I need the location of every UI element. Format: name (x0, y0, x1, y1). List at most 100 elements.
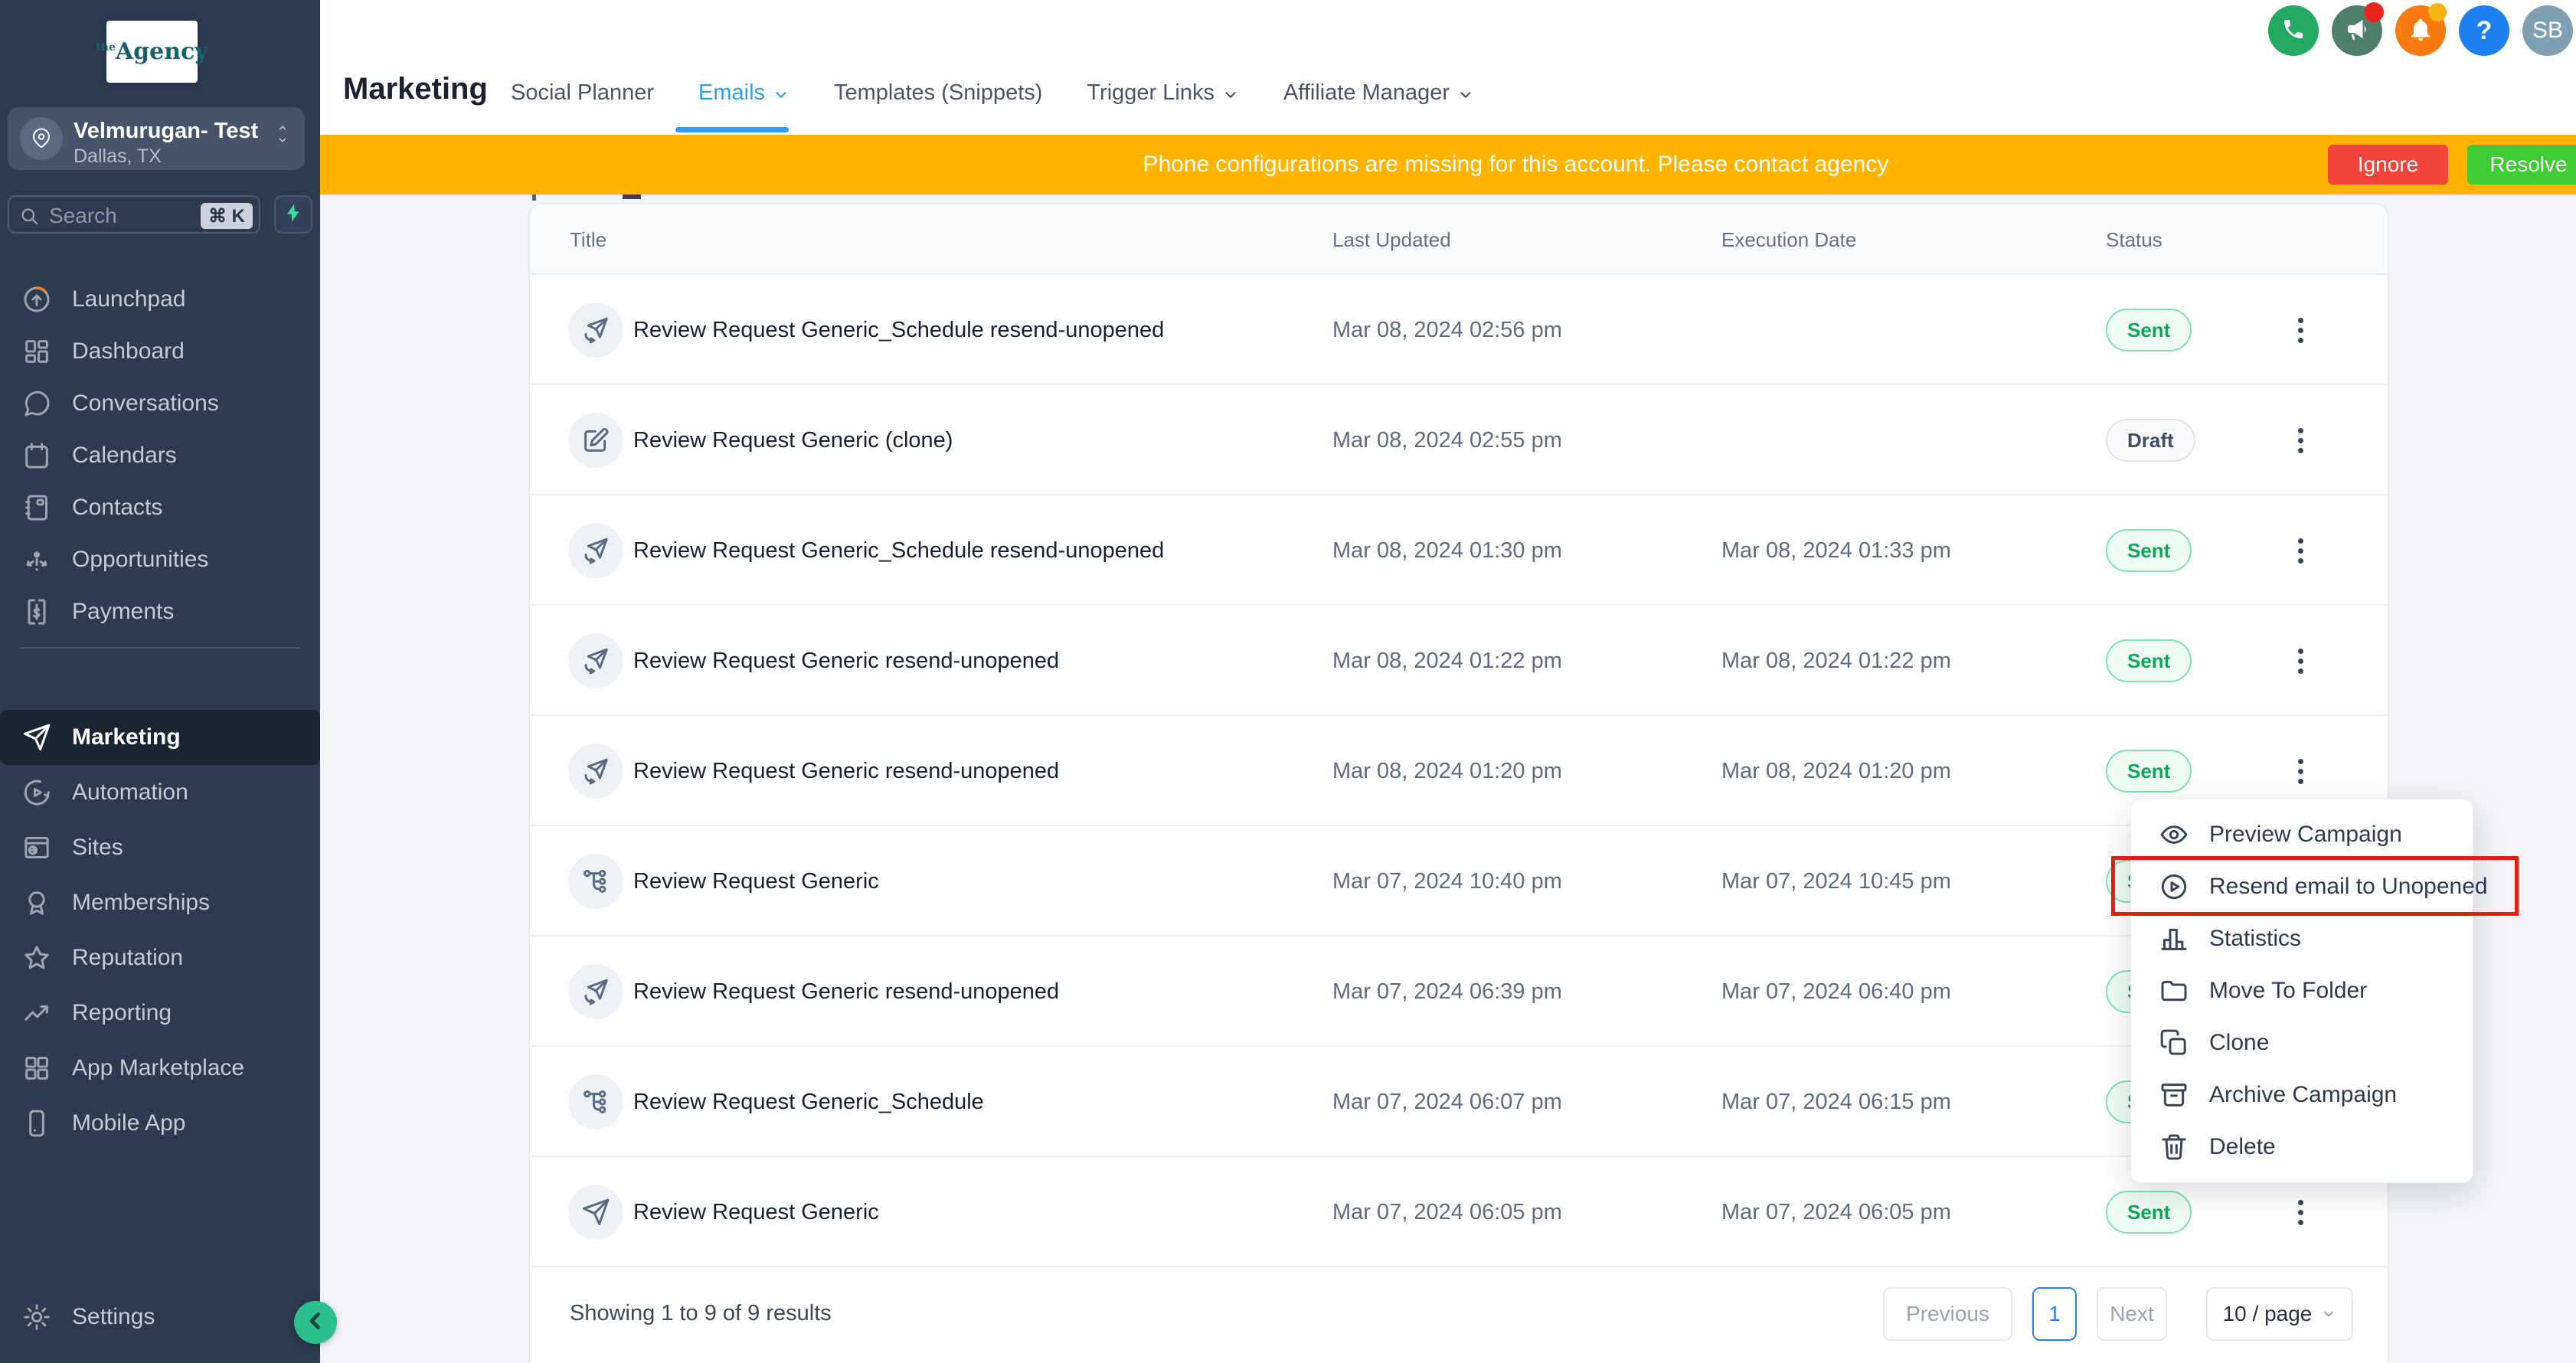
table-row[interactable]: Review Request Generic_Schedule resend-u… (530, 495, 2388, 606)
lightning-icon (283, 202, 304, 227)
row-actions-kebab-icon[interactable] (2282, 1192, 2319, 1232)
topbar: Marketing Social Planner Emails Template… (320, 0, 2576, 135)
menu-item-delete[interactable]: Delete (2131, 1121, 2473, 1173)
agency-logo-text: theAgency (96, 38, 208, 65)
sidebar-menu-main: Marketing Automation Sites Memberships R… (0, 710, 320, 1151)
contacts-icon (21, 492, 52, 523)
search-shortcut-badge: ⌘ K (201, 203, 253, 229)
sidebar-item-sites[interactable]: Sites (0, 820, 320, 875)
bell-icon (2407, 15, 2434, 47)
tab-affiliate-manager[interactable]: Affiliate Manager (1283, 80, 1474, 106)
menu-item-preview-campaign[interactable]: Preview Campaign (2131, 809, 2473, 861)
search-icon (18, 205, 40, 230)
notifications-button[interactable] (2395, 3, 2447, 56)
announcement-alert-dot (2364, 2, 2384, 22)
scheduled-flow-icon (568, 854, 623, 909)
sidebar-item-contacts[interactable]: Contacts (0, 482, 320, 534)
table-row[interactable]: Review Request Generic_Schedule Mar 07, … (530, 1047, 2388, 1157)
previous-page-button[interactable]: Previous (1883, 1287, 2012, 1341)
row-actions-kebab-icon[interactable] (2282, 531, 2319, 570)
phone-icon (2281, 17, 2306, 45)
question-mark-icon: ? (2476, 15, 2493, 45)
sidebar-item-reputation[interactable]: Reputation (0, 930, 320, 985)
resend-campaign-icon (568, 633, 623, 688)
tab-templates-snippets[interactable]: Templates (Snippets) (834, 80, 1043, 105)
next-page-button[interactable]: Next (2097, 1287, 2167, 1341)
sidebar-item-calendars[interactable]: Calendars (0, 430, 320, 482)
sidebar-collapse-button[interactable] (294, 1301, 337, 1344)
menu-item-statistics[interactable]: Statistics (2131, 913, 2473, 965)
draft-edit-icon (568, 413, 623, 468)
ignore-button[interactable]: Ignore (2328, 145, 2448, 185)
chevron-down-icon (2321, 1306, 2336, 1322)
reputation-icon (21, 943, 52, 973)
sidebar-item-dashboard[interactable]: Dashboard (0, 325, 320, 378)
sidebar-item-payments[interactable]: Payments (0, 586, 320, 638)
sidebar-item-memberships[interactable]: Memberships (0, 875, 320, 930)
status-badge: Sent (2106, 1191, 2192, 1234)
obscured-toolbar-fragment (532, 194, 536, 201)
table-row[interactable]: Review Request Generic resend-unopened M… (530, 606, 2388, 716)
tab-social-planner[interactable]: Social Planner (511, 80, 654, 105)
column-header-title: Title (570, 228, 607, 251)
gear-icon (21, 1302, 52, 1332)
menu-item-archive-campaign[interactable]: Archive Campaign (2131, 1069, 2473, 1121)
row-actions-context-menu: Preview Campaign Resend email to Unopene… (2130, 799, 2488, 1183)
location-pin-icon (20, 117, 63, 160)
search-input[interactable]: Search ⌘ K (8, 195, 260, 234)
status-badge: Draft (2106, 419, 2195, 462)
row-actions-kebab-icon[interactable] (2282, 641, 2319, 681)
resend-campaign-icon (568, 964, 623, 1019)
obscured-toolbar-fragment (623, 194, 641, 199)
row-actions-kebab-icon[interactable] (2282, 310, 2319, 350)
phone-button[interactable] (2268, 5, 2319, 56)
search-placeholder: Search (49, 204, 117, 227)
resend-campaign-icon (568, 523, 623, 578)
sidebar-item-conversations[interactable]: Conversations (0, 378, 320, 430)
trash-icon (2159, 1132, 2189, 1162)
column-header-last-updated: Last Updated (1332, 228, 1451, 251)
sidebar-item-settings[interactable]: Settings (0, 1291, 320, 1343)
table-row[interactable]: Review Request Generic Mar 07, 2024 10:4… (530, 826, 2388, 936)
launchpad-icon (21, 284, 52, 315)
agency-logo: theAgency (96, 21, 208, 83)
memberships-icon (21, 887, 52, 918)
help-button[interactable]: ? (2459, 5, 2509, 56)
menu-item-clone[interactable]: Clone (2131, 1017, 2473, 1069)
sidebar-item-mobile-app[interactable]: Mobile App (0, 1096, 320, 1151)
page-number-button[interactable]: 1 (2032, 1287, 2077, 1341)
row-actions-kebab-icon[interactable] (2282, 751, 2319, 791)
table-row[interactable]: Review Request Generic resend-unopened M… (530, 716, 2388, 826)
tab-emails[interactable]: Emails (698, 80, 789, 106)
reporting-icon (21, 998, 52, 1028)
status-badge: Sent (2106, 529, 2192, 572)
page-title: Marketing (343, 72, 488, 106)
table-row[interactable]: Review Request Generic_Schedule resend-u… (530, 275, 2388, 385)
quick-actions-button[interactable] (274, 195, 312, 234)
pagination-bar: Showing 1 to 9 of 9 results Previous 1 N… (530, 1266, 2388, 1363)
sidebar-item-app-marketplace[interactable]: App Marketplace (0, 1041, 320, 1096)
account-switcher[interactable]: Velmurugan- Test Dallas, TX (8, 107, 305, 170)
sidebar-item-marketing[interactable]: Marketing (0, 710, 320, 765)
table-row[interactable]: Review Request Generic Mar 07, 2024 06:0… (530, 1157, 2388, 1267)
sidebar-item-opportunities[interactable]: Opportunities (0, 534, 320, 586)
sidebar-item-automation[interactable]: Automation (0, 765, 320, 820)
sidebar-divider (20, 647, 300, 649)
chevron-down-icon (773, 87, 789, 103)
menu-item-resend-email-to-unopened[interactable]: Resend email to Unopened (2131, 861, 2488, 913)
menu-item-move-to-folder[interactable]: Move To Folder (2131, 965, 2473, 1017)
tab-trigger-links[interactable]: Trigger Links (1087, 80, 1239, 106)
conversations-icon (21, 388, 52, 419)
table-row[interactable]: Review Request Generic (clone) Mar 08, 2… (530, 385, 2388, 495)
row-actions-kebab-icon[interactable] (2282, 420, 2319, 460)
announcements-button[interactable] (2332, 2, 2384, 56)
resolve-button[interactable]: Resolve (2467, 145, 2576, 185)
table-row[interactable]: Review Request Generic resend-unopened M… (530, 936, 2388, 1047)
app-marketplace-icon (21, 1053, 52, 1084)
column-header-execution-date: Execution Date (1721, 228, 1857, 251)
sidebar-item-reporting[interactable]: Reporting (0, 985, 320, 1041)
page-size-select[interactable]: 10 / page (2206, 1287, 2353, 1341)
user-avatar[interactable]: SB (2522, 5, 2573, 56)
sidebar-item-launchpad[interactable]: Launchpad (0, 273, 320, 325)
